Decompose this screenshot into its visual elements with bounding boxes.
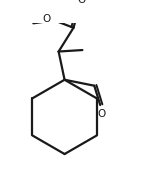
Text: O: O: [98, 109, 106, 119]
Text: O: O: [42, 14, 50, 24]
Text: O: O: [77, 0, 86, 6]
